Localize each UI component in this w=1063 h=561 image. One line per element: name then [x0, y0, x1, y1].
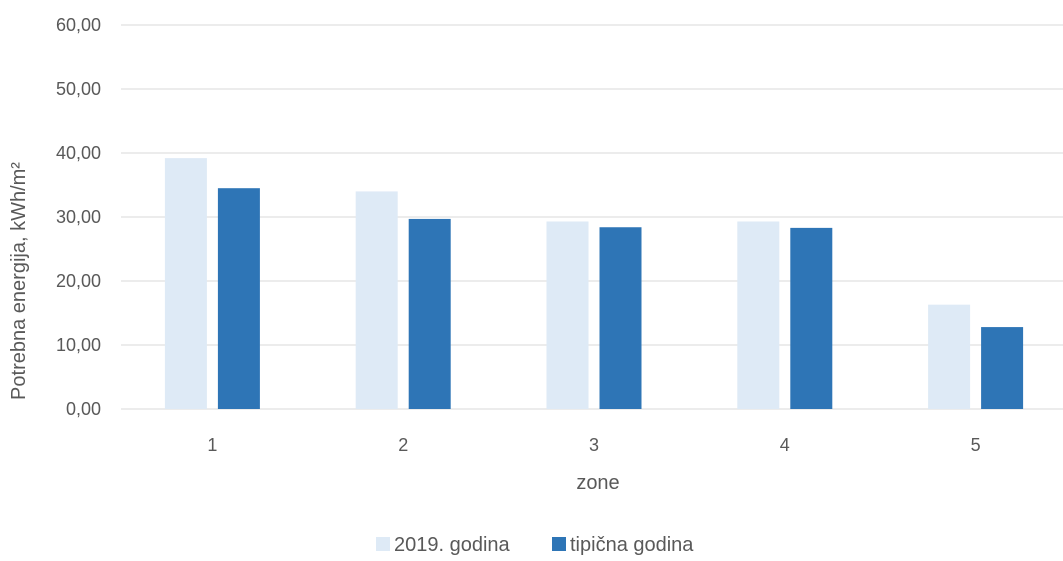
legend-label: tipična godina	[570, 534, 694, 556]
y-axis-title: Potrebna energija, kWh/m²	[8, 162, 30, 400]
y-tick-label: 10,00	[56, 335, 101, 355]
legend-label: 2019. godina	[394, 534, 511, 556]
bar-series-1-zone-4	[737, 221, 780, 409]
bars	[164, 158, 1024, 409]
bar-series-2-zone-1	[217, 188, 260, 409]
x-tick-label: 4	[780, 435, 790, 455]
y-tick-label: 30,00	[56, 207, 101, 227]
x-tick-label: 3	[589, 435, 599, 455]
x-tick-label: 2	[398, 435, 408, 455]
x-axis-title: zone	[576, 472, 619, 494]
legend-swatch	[552, 537, 566, 551]
y-axis-ticks: 0,00 10,00 20,00 30,00 40,00 50,00 60,00	[56, 15, 101, 419]
x-axis-ticks: 1 2 3 4 5	[207, 435, 980, 455]
legend-swatch	[376, 537, 390, 551]
legend: 2019. godina tipična godina	[376, 534, 694, 556]
y-tick-label: 40,00	[56, 143, 101, 163]
x-tick-label: 5	[971, 435, 981, 455]
y-tick-label: 50,00	[56, 79, 101, 99]
bar-series-1-zone-3	[546, 221, 589, 409]
y-tick-label: 0,00	[66, 399, 101, 419]
bar-series-1-zone-2	[355, 191, 398, 409]
y-tick-label: 60,00	[56, 15, 101, 35]
bar-series-2-zone-4	[790, 227, 833, 409]
bar-series-2-zone-2	[408, 218, 451, 409]
bar-series-2-zone-5	[981, 327, 1024, 409]
y-tick-label: 20,00	[56, 271, 101, 291]
bar-series-1-zone-5	[928, 304, 971, 409]
gridlines	[121, 24, 1063, 410]
x-tick-label: 1	[207, 435, 217, 455]
bar-series-2-zone-3	[599, 227, 642, 409]
bar-series-1-zone-1	[164, 158, 207, 409]
